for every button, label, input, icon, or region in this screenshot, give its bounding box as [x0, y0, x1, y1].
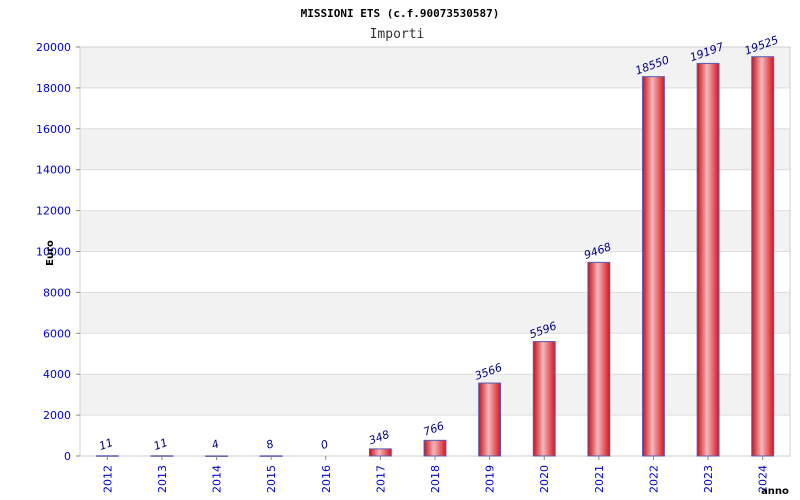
- bars: [95, 56, 775, 457]
- bar: [642, 76, 665, 457]
- bar-value-label: 11: [152, 436, 170, 453]
- bar-value-label: 348: [367, 428, 391, 447]
- bar: [368, 448, 392, 457]
- bar-value-label: 766: [422, 419, 446, 438]
- x-tick-label: 2012: [101, 465, 114, 493]
- y-tick-label: 14000: [36, 164, 71, 177]
- y-tick-label: 8000: [43, 286, 71, 299]
- bar-value-label: 11: [97, 436, 115, 453]
- x-tick-label: 2017: [374, 465, 387, 493]
- x-tick-label: 2020: [538, 465, 551, 493]
- x-axis-label: anno: [761, 486, 789, 497]
- bar: [587, 261, 611, 457]
- x-tick-label: 2016: [320, 465, 333, 493]
- grid-band: [80, 374, 790, 416]
- x-tick-label: 2014: [211, 465, 224, 493]
- grid-band: [80, 128, 790, 170]
- x-tick-label: 2015: [265, 465, 278, 493]
- y-tick-label: 10000: [36, 246, 71, 259]
- x-axis-ticks: 2012 2013 2014 2015 2016 2017 2018 2019 2020 2021…: [101, 456, 770, 493]
- y-tick-label: 12000: [36, 205, 71, 218]
- chart-subtitle: Importi: [370, 27, 425, 42]
- grid-bands: [80, 47, 790, 416]
- bar: [423, 439, 447, 457]
- y-tick-label: 6000: [43, 327, 71, 340]
- grid-band: [80, 47, 790, 88]
- x-tick-label: 2023: [702, 465, 715, 493]
- chart-title: MISSIONI ETS (c.f.90073530587): [301, 7, 500, 20]
- grid-band: [80, 210, 790, 252]
- bar-value-label: 0: [319, 437, 330, 452]
- y-tick-label: 16000: [36, 123, 71, 136]
- x-tick-label: 2019: [484, 465, 497, 493]
- y-tick-label: 4000: [43, 368, 71, 381]
- y-axis-label: Euro: [45, 240, 56, 266]
- y-tick-label: 18000: [36, 82, 71, 95]
- y-tick-label: 2000: [43, 409, 71, 422]
- y-tick-label: 0: [64, 450, 71, 463]
- x-tick-label: 2013: [156, 465, 169, 493]
- grid-band: [80, 292, 790, 334]
- x-tick-label: 2021: [593, 465, 606, 493]
- bar-value-label: 8: [264, 437, 275, 452]
- x-tick-label: 2018: [429, 465, 442, 493]
- y-tick-label: 20000: [36, 41, 71, 54]
- bar-value-label: 4: [210, 437, 221, 452]
- bar: [532, 341, 556, 457]
- bar: [696, 62, 720, 457]
- bar: [478, 382, 502, 457]
- x-tick-label: 2024: [757, 465, 770, 493]
- x-tick-label: 2022: [647, 465, 660, 493]
- bar: [751, 56, 775, 457]
- y-axis-ticks: 0 2000 4000 6000 8000 10000 12000 14000 16000 180…: [36, 41, 80, 463]
